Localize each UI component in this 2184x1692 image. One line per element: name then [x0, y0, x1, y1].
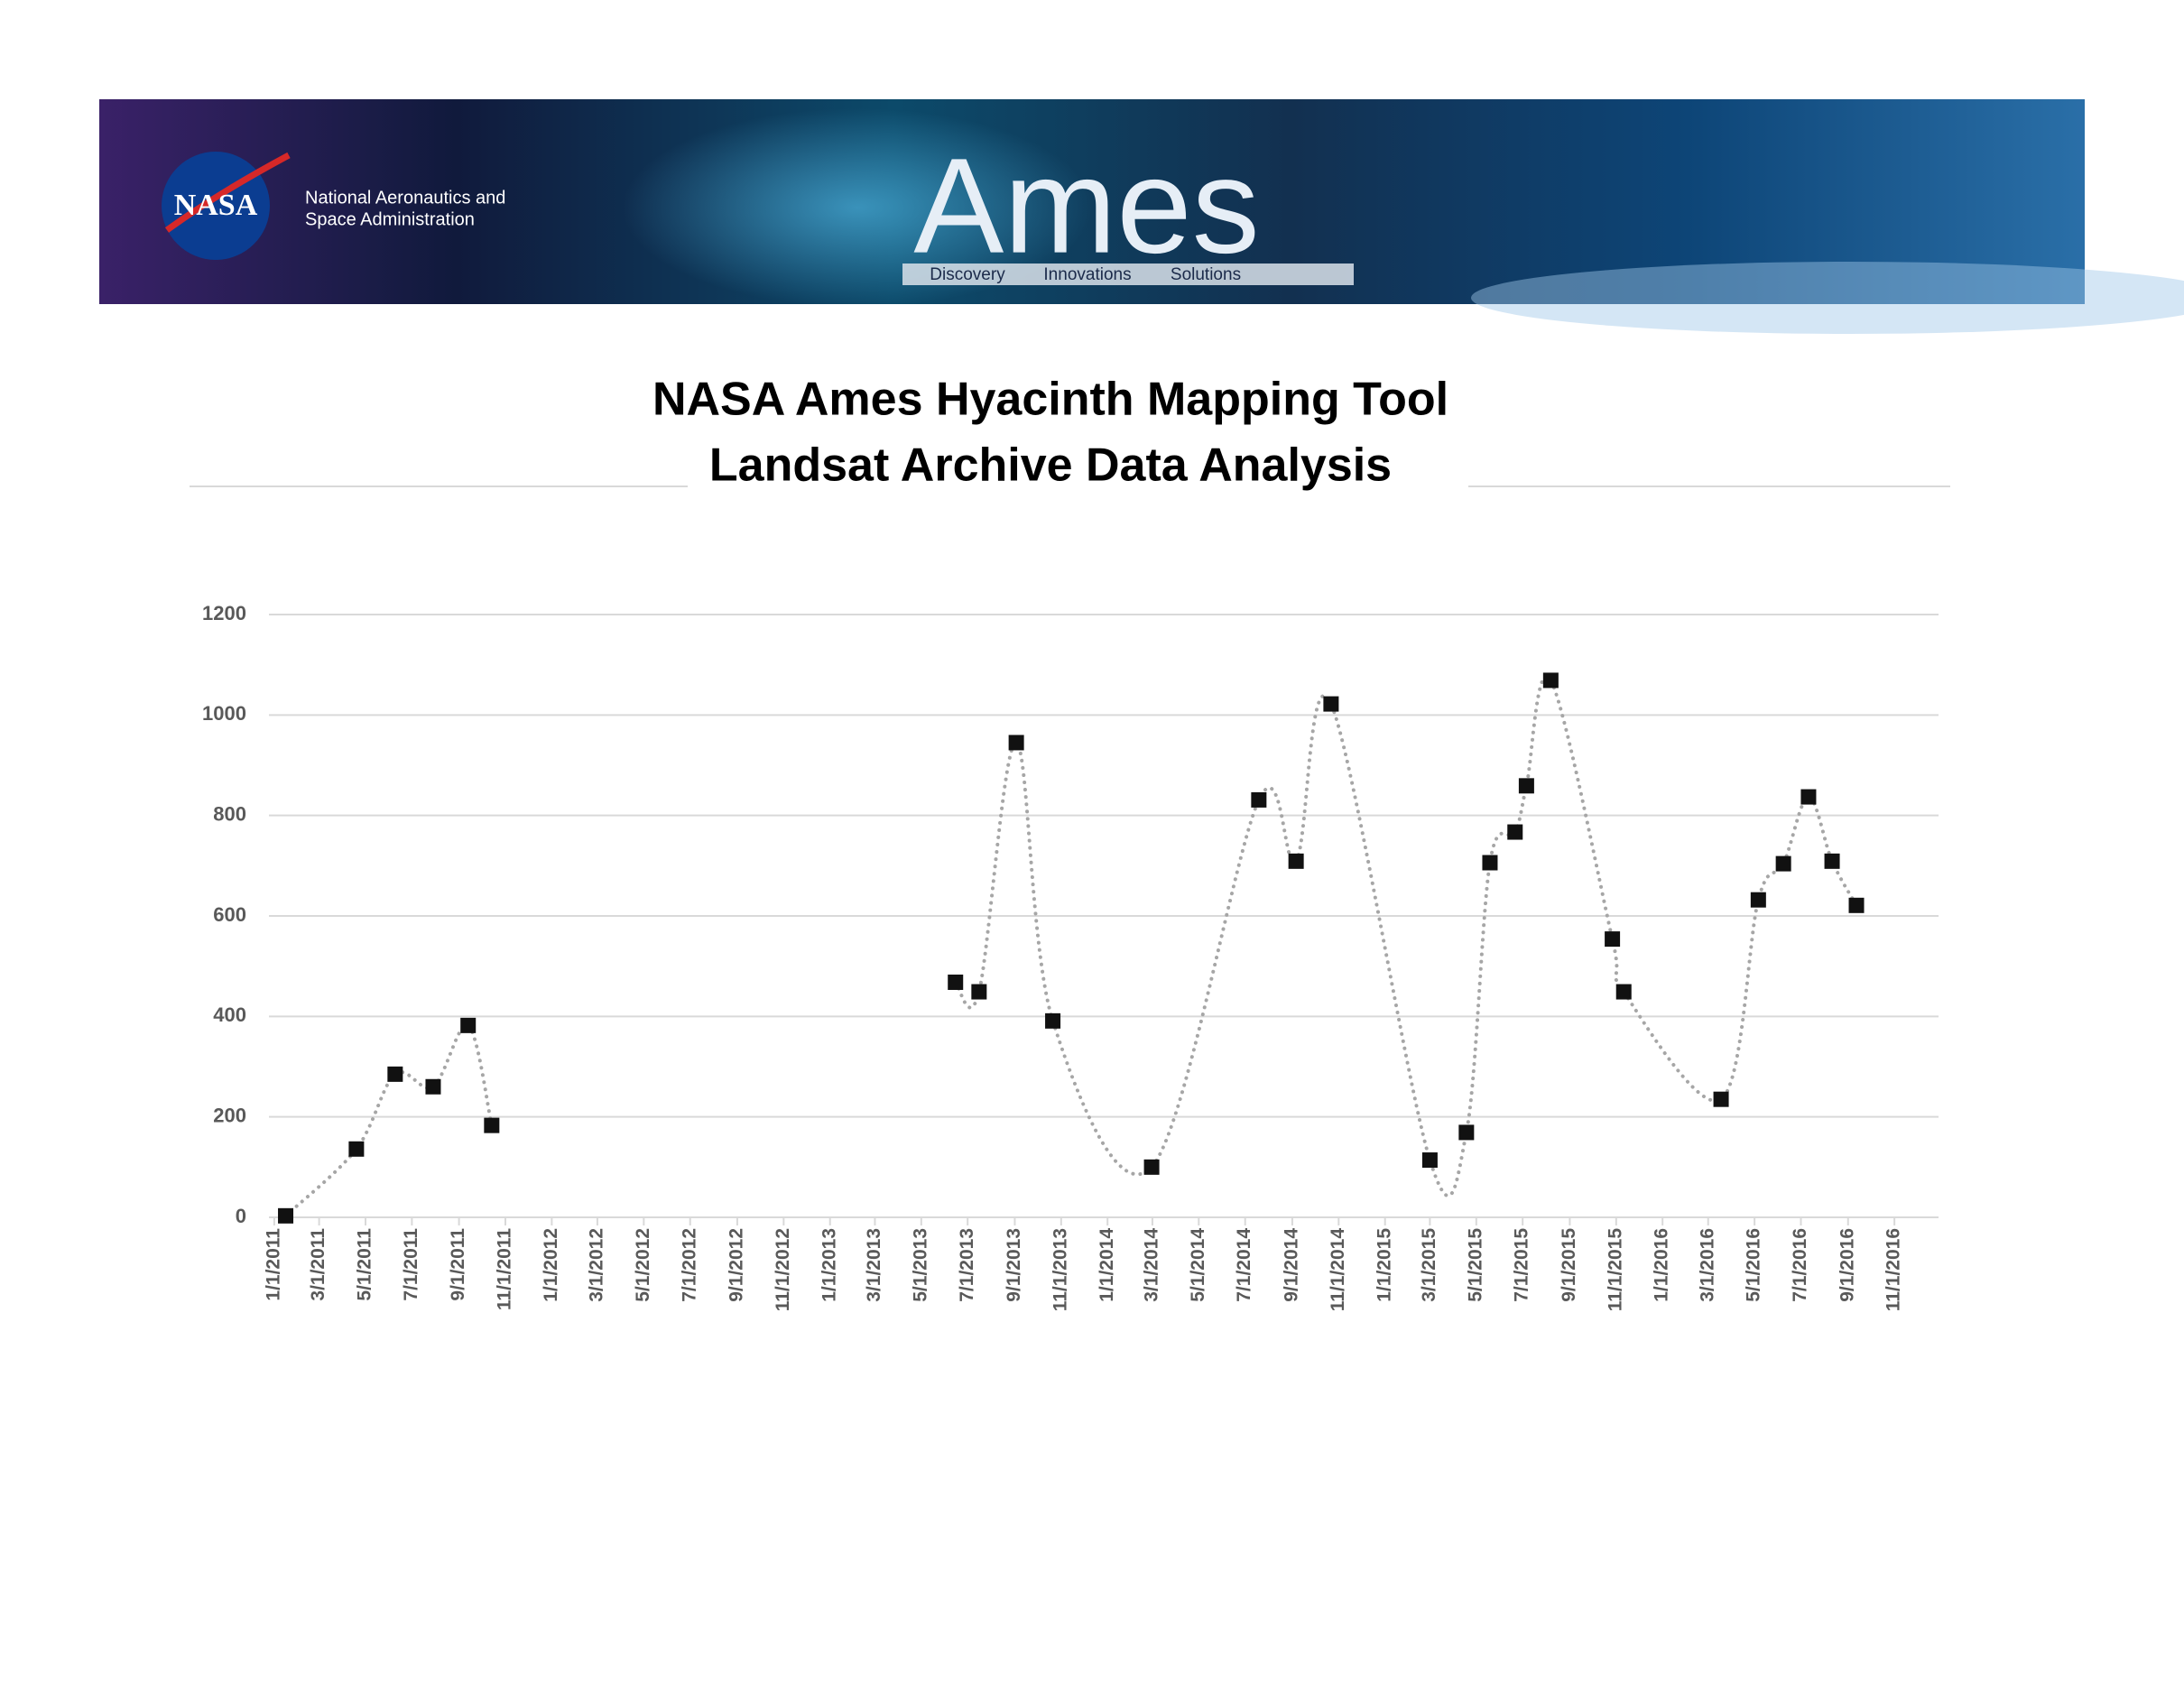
x-tick-label: 5/1/2015 [1465, 1228, 1485, 1302]
x-tick-label: 9/1/2013 [1004, 1228, 1024, 1302]
data-point [1615, 984, 1632, 1000]
y-tick-label: 1000 [202, 702, 246, 725]
data-point [1008, 735, 1024, 751]
x-tick-label: 7/1/2016 [1790, 1228, 1810, 1302]
banner-earth [1471, 262, 2184, 334]
x-tick-label: 9/1/2015 [1559, 1228, 1579, 1302]
nasa-logo-vector [164, 152, 291, 233]
x-tick-label: 1/1/2013 [819, 1228, 839, 1302]
data-point [1482, 855, 1498, 871]
data-point [278, 1207, 294, 1224]
data-point [425, 1078, 441, 1095]
data-point [1421, 1152, 1438, 1169]
y-tick-label: 400 [213, 1003, 246, 1026]
x-tick-label: 3/1/2015 [1419, 1228, 1439, 1302]
y-tick-label: 1200 [202, 602, 246, 624]
data-point [1507, 824, 1523, 840]
x-tick-label: 1/1/2014 [1097, 1228, 1117, 1302]
trend-line [953, 675, 1859, 1198]
data-point [948, 974, 964, 990]
data-point [387, 1066, 403, 1082]
x-tick-label: 11/1/2011 [495, 1228, 515, 1310]
x-tick-label: 7/1/2013 [957, 1228, 977, 1302]
chart-subtitle: Landsat Archive Data Analysis [709, 439, 1392, 492]
data-point [1045, 1012, 1061, 1029]
data-point [1251, 791, 1267, 808]
x-tick-label: 7/1/2014 [1234, 1228, 1254, 1302]
x-tick-label: 11/1/2013 [1050, 1228, 1070, 1311]
x-tick-label: 9/1/2016 [1837, 1228, 1857, 1302]
data-point [1288, 853, 1304, 869]
agency-name: National Aeronautics and [305, 188, 505, 208]
data-point [1458, 1124, 1475, 1141]
data-point [1143, 1159, 1160, 1175]
data-point [348, 1141, 365, 1157]
data-point [971, 984, 987, 1000]
data-point [1518, 778, 1534, 794]
x-tick-label: 3/1/2013 [864, 1228, 884, 1302]
data-point [1713, 1091, 1729, 1107]
tagline: Innovations [1043, 265, 1131, 284]
x-tick-label: 5/1/2014 [1188, 1228, 1208, 1302]
tagline-band [902, 264, 1354, 285]
y-tick-label: 0 [236, 1205, 246, 1227]
agency-name: Space Administration [305, 209, 475, 229]
x-tick-label: 11/1/2014 [1328, 1228, 1348, 1312]
nasa-logo-text: NASA [174, 189, 258, 222]
data-point [1800, 789, 1817, 805]
x-tick-label: 7/1/2011 [401, 1228, 421, 1301]
center-name: Ames [913, 130, 1259, 282]
x-tick-label: 5/1/2016 [1744, 1228, 1764, 1302]
x-tick-label: 1/1/2016 [1652, 1228, 1672, 1302]
x-tick-label: 7/1/2012 [679, 1228, 699, 1302]
x-tick-label: 1/1/2012 [541, 1228, 561, 1302]
banner: NASA National Aeronautics and Space Admi… [99, 99, 2184, 334]
data-point [484, 1117, 500, 1133]
tagline: Solutions [1171, 265, 1241, 284]
x-tick-label: 1/1/2015 [1374, 1228, 1394, 1302]
data-point [1848, 897, 1865, 913]
trend-line [283, 1023, 494, 1218]
x-tick-label: 3/1/2011 [308, 1228, 329, 1301]
x-tick-label: 3/1/2016 [1697, 1228, 1717, 1302]
x-tick-label: 11/1/2016 [1883, 1228, 1904, 1311]
banner-glow [623, 108, 1092, 307]
y-tick-label: 600 [213, 903, 246, 926]
x-tick-label: 9/1/2011 [448, 1228, 468, 1301]
x-tick-label: 1/1/2011 [263, 1228, 283, 1301]
data-point [1750, 892, 1766, 908]
x-tick-label: 11/1/2012 [773, 1228, 793, 1311]
y-tick-label: 800 [213, 802, 246, 825]
data-point [1542, 672, 1559, 689]
x-tick-label: 11/1/2015 [1605, 1228, 1625, 1312]
data-point [1775, 855, 1791, 872]
x-tick-label: 7/1/2015 [1512, 1228, 1532, 1302]
chart-title: NASA Ames Hyacinth Mapping Tool [652, 374, 1448, 426]
x-tick-label: 5/1/2011 [355, 1228, 375, 1301]
data-point [1605, 931, 1621, 948]
x-tick-label: 3/1/2012 [586, 1228, 606, 1302]
x-tick-label: 5/1/2013 [910, 1228, 930, 1302]
x-tick-label: 9/1/2014 [1281, 1228, 1301, 1302]
x-tick-label: 9/1/2012 [726, 1228, 746, 1302]
tagline: Discovery [930, 265, 1005, 284]
data-point [460, 1017, 477, 1033]
x-tick-label: 5/1/2012 [633, 1228, 653, 1302]
data-point [1824, 853, 1840, 869]
y-tick-label: 200 [213, 1104, 246, 1126]
x-tick-label: 3/1/2014 [1141, 1228, 1161, 1302]
data-point [1323, 696, 1339, 712]
